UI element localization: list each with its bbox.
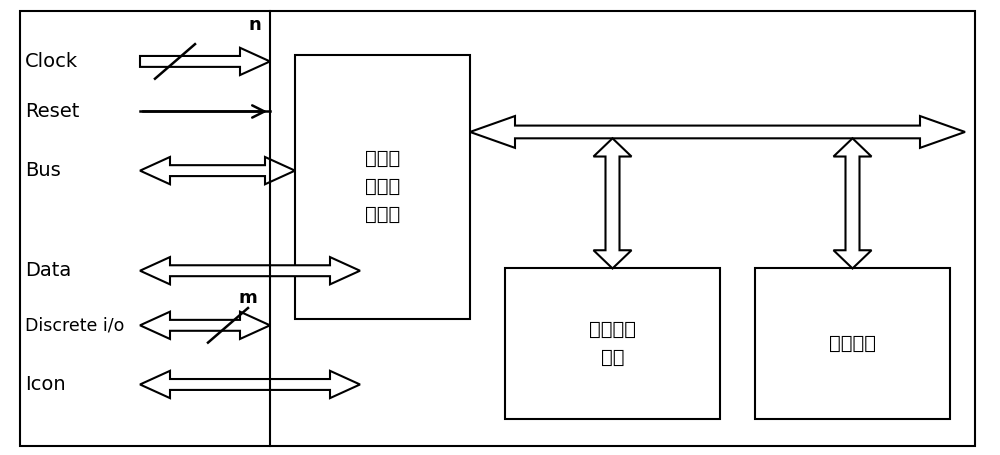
Text: 波形信息
模块: 波形信息 模块 [589,320,636,367]
Text: Bus: Bus [25,161,61,180]
Polygon shape [140,371,360,398]
Text: m: m [239,289,257,307]
Polygon shape [140,257,360,284]
Polygon shape [834,138,872,268]
Text: 波形内
总线译
码模块: 波形内 总线译 码模块 [365,149,400,224]
Bar [505,268,720,419]
Text: 波形组件: 波形组件 [829,334,876,353]
Text: n: n [249,16,261,34]
Text: Clock: Clock [25,52,78,71]
Text: Discrete i/o: Discrete i/o [25,316,124,334]
Text: Reset: Reset [25,102,79,121]
Bar [755,268,950,419]
Polygon shape [140,48,270,75]
Bar [295,55,470,318]
Polygon shape [140,157,295,184]
Text: Data: Data [25,261,71,280]
Text: Icon: Icon [25,375,66,394]
Polygon shape [470,116,965,148]
Polygon shape [140,312,270,339]
Polygon shape [594,138,632,268]
